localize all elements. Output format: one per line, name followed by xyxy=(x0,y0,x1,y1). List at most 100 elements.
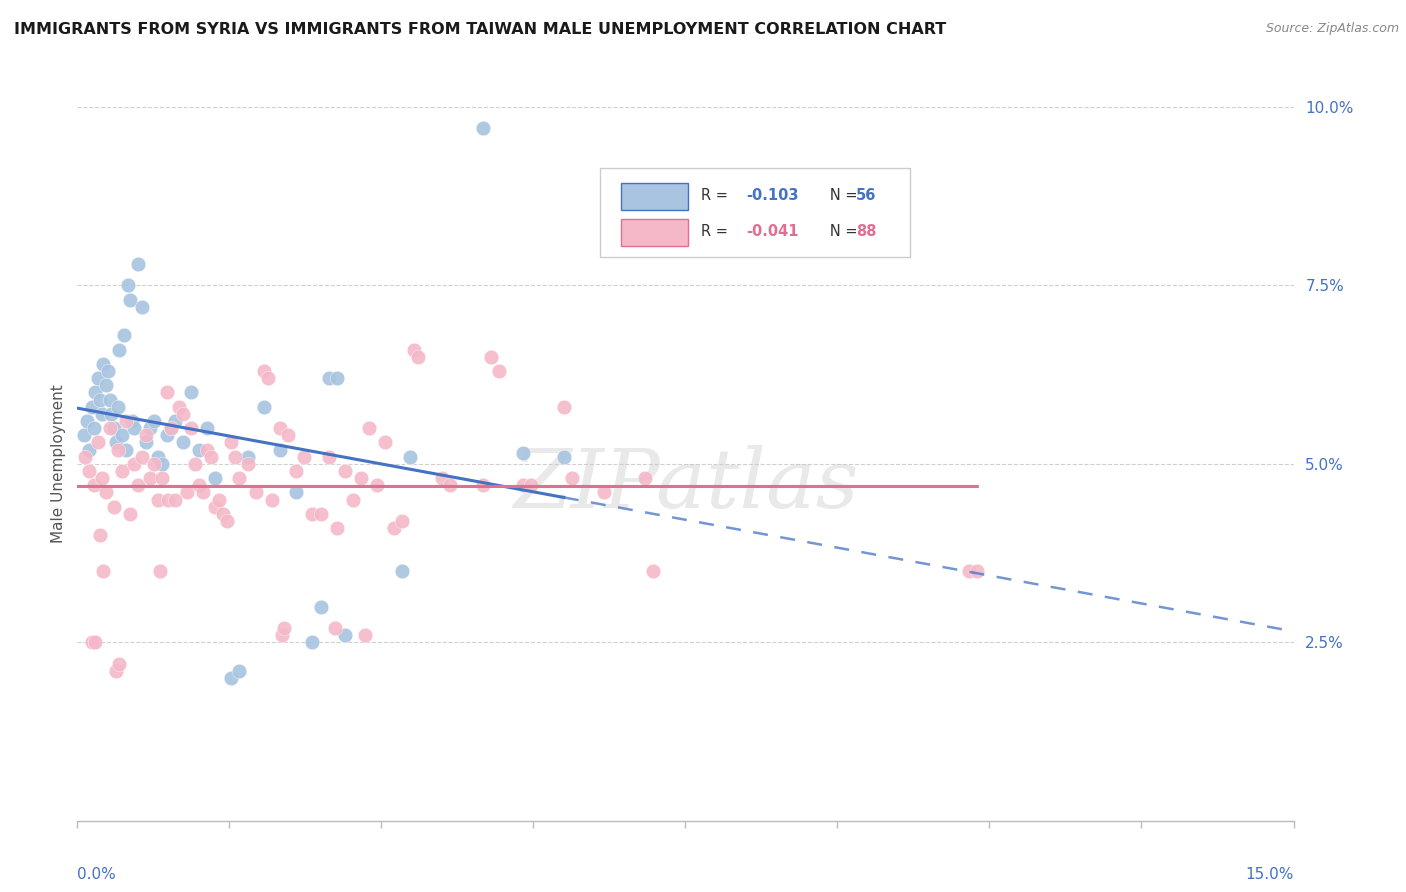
Point xyxy=(108,657,131,671)
Point xyxy=(139,421,162,435)
Point xyxy=(333,628,356,642)
Point xyxy=(115,414,138,428)
Text: 56: 56 xyxy=(856,188,876,203)
Point xyxy=(91,564,114,578)
Point xyxy=(285,485,308,500)
Text: 0.0%: 0.0% xyxy=(77,867,117,882)
Point xyxy=(86,435,108,450)
Point xyxy=(79,464,101,478)
Point xyxy=(149,564,172,578)
Point xyxy=(195,442,218,457)
Point xyxy=(152,457,174,471)
Point xyxy=(439,478,461,492)
Point xyxy=(553,400,575,414)
Point xyxy=(391,564,413,578)
Point xyxy=(273,621,295,635)
Point xyxy=(148,450,170,464)
Point xyxy=(84,635,107,649)
Point xyxy=(105,435,128,450)
Point xyxy=(155,385,177,400)
Point xyxy=(301,635,323,649)
Point xyxy=(97,364,120,378)
Point xyxy=(402,343,425,357)
Text: -0.041: -0.041 xyxy=(747,224,799,239)
Point xyxy=(118,293,141,307)
Point xyxy=(108,343,131,357)
Point xyxy=(382,521,405,535)
Point xyxy=(269,442,291,457)
Point xyxy=(285,464,308,478)
Point xyxy=(75,450,97,464)
Point xyxy=(80,635,103,649)
Point xyxy=(359,421,381,435)
Text: N =: N = xyxy=(815,224,862,239)
Y-axis label: Male Unemployment: Male Unemployment xyxy=(51,384,66,543)
Point xyxy=(520,478,543,492)
Text: 15.0%: 15.0% xyxy=(1246,867,1294,882)
Point xyxy=(228,664,250,678)
Point xyxy=(91,357,114,371)
Point xyxy=(195,421,218,435)
Text: N =: N = xyxy=(815,188,862,203)
Point xyxy=(966,564,988,578)
Point xyxy=(374,435,396,450)
Point xyxy=(143,457,166,471)
Point xyxy=(155,428,177,442)
Point xyxy=(115,442,138,457)
Point xyxy=(309,507,332,521)
Point xyxy=(90,407,112,421)
Text: ZIPatlas: ZIPatlas xyxy=(513,445,858,525)
Point xyxy=(212,507,235,521)
Point xyxy=(641,564,664,578)
Point xyxy=(118,507,141,521)
Point xyxy=(111,464,134,478)
Point xyxy=(103,421,125,435)
Point xyxy=(107,400,129,414)
Point xyxy=(326,521,349,535)
Point xyxy=(98,421,121,435)
Point xyxy=(94,485,117,500)
Point xyxy=(224,450,246,464)
Point xyxy=(471,121,494,136)
Point xyxy=(512,446,534,460)
Point xyxy=(191,485,214,500)
Point xyxy=(301,507,323,521)
Point xyxy=(309,599,332,614)
FancyBboxPatch shape xyxy=(600,168,911,257)
Point xyxy=(245,485,267,500)
Point xyxy=(143,414,166,428)
Point xyxy=(184,457,207,471)
Point xyxy=(152,471,174,485)
Point xyxy=(89,528,111,542)
Point xyxy=(561,471,583,485)
Point xyxy=(326,371,349,385)
Point xyxy=(83,478,105,492)
Point xyxy=(94,378,117,392)
Point xyxy=(292,450,315,464)
Point xyxy=(79,442,101,457)
Point xyxy=(188,442,211,457)
Point xyxy=(127,257,149,271)
Point xyxy=(957,564,980,578)
Text: R =: R = xyxy=(702,224,733,239)
Point xyxy=(471,478,494,492)
Point xyxy=(366,478,388,492)
Point xyxy=(180,385,202,400)
Point xyxy=(131,300,153,314)
Point xyxy=(159,421,181,435)
Point xyxy=(512,478,534,492)
Point xyxy=(204,471,226,485)
Point xyxy=(253,400,276,414)
Point xyxy=(159,421,181,435)
FancyBboxPatch shape xyxy=(621,219,688,246)
Point xyxy=(172,435,194,450)
Point xyxy=(86,371,108,385)
Point xyxy=(163,492,186,507)
Point xyxy=(593,485,616,500)
Text: 88: 88 xyxy=(856,224,876,239)
Point xyxy=(163,414,186,428)
Point xyxy=(277,428,299,442)
Point xyxy=(479,350,502,364)
Text: -0.103: -0.103 xyxy=(747,188,799,203)
Point xyxy=(406,350,429,364)
